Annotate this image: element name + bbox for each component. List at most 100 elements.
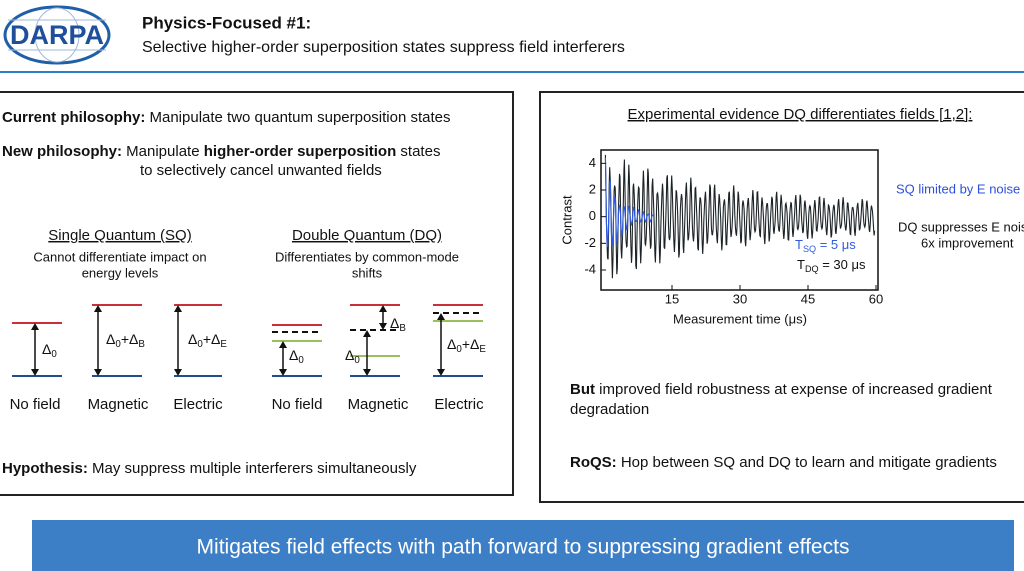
- base: +Δ: [121, 331, 139, 347]
- base: Δ: [188, 331, 197, 347]
- logo-ring: [3, 5, 111, 65]
- subscript: DQ: [805, 264, 819, 274]
- x-tick-label: 30: [733, 291, 747, 306]
- text: May suppress multiple interferers simult…: [92, 460, 417, 477]
- base: Δ: [289, 347, 298, 363]
- math-label: TDQ​ = 30 μs: [797, 257, 866, 274]
- subscript: 0: [354, 355, 360, 366]
- rest: = 30 μs: [819, 257, 866, 272]
- logo-text: DARPA: [10, 20, 104, 50]
- math-label: Δ0​: [289, 347, 304, 366]
- current-philosophy: Current philosophy: Manipulate two quant…: [2, 109, 451, 126]
- base: +Δ: [462, 336, 480, 352]
- level-label: Magnetic: [348, 396, 409, 413]
- banner: [32, 520, 1014, 571]
- y-tick-label: 4: [589, 155, 596, 170]
- arrowhead: [437, 369, 445, 376]
- hypothesis: Hypothesis: May suppress multiple interf…: [2, 460, 417, 477]
- subscript: 0: [51, 349, 57, 360]
- y-tick-label: -2: [584, 235, 596, 250]
- arrowhead: [363, 369, 371, 376]
- subscript: B: [138, 339, 145, 350]
- arrowhead: [279, 369, 287, 376]
- x-axis-label: Measurement time (μs): [673, 311, 807, 326]
- new-philosophy-line2: to selectively cancel unwanted fields: [140, 162, 382, 179]
- label: Current philosophy:: [2, 109, 145, 126]
- arrowhead: [363, 330, 371, 337]
- arrowhead: [31, 369, 39, 376]
- arrowhead: [174, 305, 182, 312]
- subscript: E: [479, 344, 486, 355]
- math-label: Δ0​: [42, 341, 57, 360]
- subscript: 0: [115, 339, 121, 350]
- math-label: TSQ​ = 5 μs: [795, 237, 856, 254]
- arrowhead: [94, 369, 102, 376]
- label: Hypothesis:: [2, 460, 88, 477]
- roqs-text: RoQS: Hop between SQ and DQ to learn and…: [570, 454, 997, 471]
- legend-sq: SQ limited by E noise: [896, 181, 1020, 196]
- base: Δ: [42, 341, 51, 357]
- x-tick-label: 60: [869, 291, 883, 306]
- text: Manipulate: [126, 143, 199, 160]
- arrowhead: [379, 323, 387, 330]
- level-label: Magnetic: [88, 396, 149, 413]
- text: Manipulate two quantum superposition sta…: [150, 109, 451, 126]
- x-tick-label: 15: [665, 291, 679, 306]
- y-axis-label: Contrast: [559, 195, 574, 245]
- base: T: [795, 237, 803, 252]
- math-label: Δ0​+ΔE​: [447, 336, 486, 355]
- arrowhead: [174, 369, 182, 376]
- new-philosophy: New philosophy: Manipulate higher-order …: [2, 143, 440, 160]
- subscript: B: [399, 323, 406, 334]
- level-label: No field: [10, 396, 61, 413]
- subscript: E: [220, 339, 227, 350]
- dq-desc: shifts: [352, 265, 383, 280]
- level-label: Electric: [173, 396, 223, 413]
- signal-trace: [604, 157, 655, 248]
- math-label: ΔB​: [390, 315, 406, 334]
- dq-title: Double Quantum (DQ): [292, 227, 442, 244]
- base: Δ: [106, 331, 115, 347]
- math-label: Δ0​+ΔB​: [106, 331, 145, 350]
- level-label: Electric: [434, 396, 484, 413]
- arrowhead: [31, 323, 39, 330]
- arrowhead: [379, 305, 387, 312]
- arrowhead: [437, 313, 445, 320]
- label: New philosophy:: [2, 143, 122, 160]
- rest: = 5 μs: [816, 237, 856, 252]
- text: states: [400, 143, 440, 160]
- banner-text: Mitigates field effects with path forwar…: [197, 536, 850, 559]
- emphasis: higher-order superposition: [204, 143, 397, 160]
- right-panel: [539, 91, 1024, 503]
- dq-desc: Differentiates by common-mode: [275, 249, 459, 264]
- subscript: 0: [298, 355, 304, 366]
- base: Δ: [345, 347, 354, 363]
- y-tick-label: 0: [589, 208, 596, 223]
- label: But: [570, 381, 595, 398]
- y-tick-label: 2: [589, 181, 596, 196]
- slide-subtitle: Selective higher-order superposition sta…: [142, 39, 625, 56]
- subscript: 0: [456, 344, 462, 355]
- label: RoQS:: [570, 454, 617, 471]
- sq-desc: energy levels: [82, 265, 159, 280]
- sq-title: Single Quantum (SQ): [48, 227, 191, 244]
- legend-dq: DQ suppresses E noise: [898, 219, 1024, 234]
- text: Hop between SQ and DQ to learn and mitig…: [621, 454, 997, 471]
- subscript: SQ: [803, 244, 816, 254]
- x-tick-label: 45: [801, 291, 815, 306]
- signal-trace: [604, 154, 876, 279]
- base: Δ: [390, 315, 399, 331]
- sq-desc: Cannot differentiate impact on: [33, 249, 206, 264]
- level-label: No field: [272, 396, 323, 413]
- base: +Δ: [203, 331, 221, 347]
- left-panel: [0, 91, 514, 496]
- logo-globe: [34, 7, 80, 63]
- slide-title: Physics-Focused #1:: [142, 13, 311, 32]
- subscript: 0: [197, 339, 203, 350]
- legend-dq: 6x improvement: [921, 235, 1014, 250]
- chart-title: Experimental evidence DQ differentiates …: [628, 106, 973, 123]
- base: T: [797, 257, 805, 272]
- text: improved field robustness at expense of …: [599, 381, 993, 398]
